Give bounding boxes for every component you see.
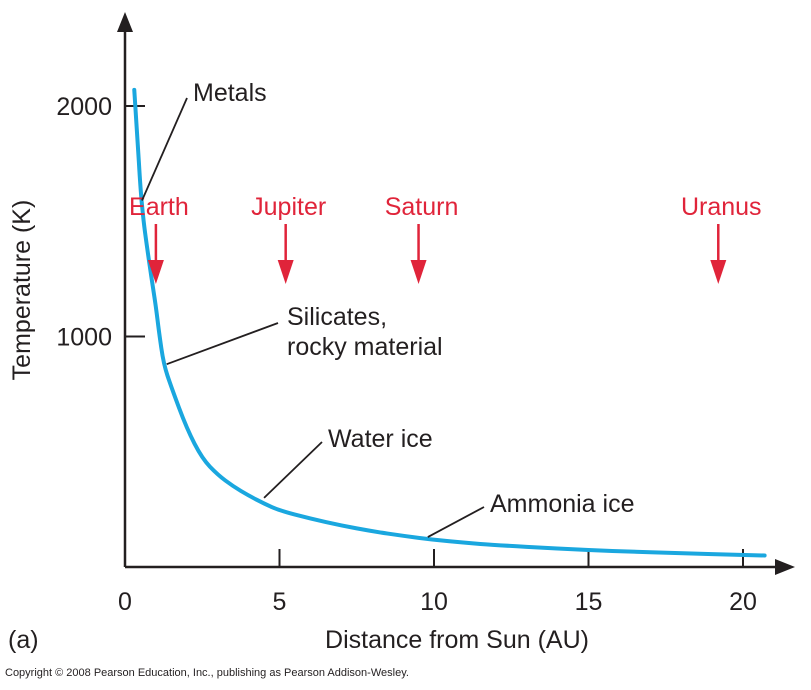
callout-label-metals: Metals	[193, 79, 267, 107]
planet-label-uranus: Uranus	[681, 193, 762, 221]
x-tick-label: 15	[575, 588, 603, 616]
planet-arrow-head-uranus	[710, 260, 727, 284]
callout-label-silicates: Silicates,	[287, 303, 387, 331]
callout-line-ammonia-ice	[427, 506, 485, 538]
y-tick-label: 1000	[56, 324, 112, 352]
x-tick-label: 5	[273, 588, 287, 616]
planet-arrow-head-saturn	[410, 260, 427, 284]
callout-label-water-ice: Water ice	[328, 425, 433, 453]
copyright-notice: Copyright © 2008 Pearson Education, Inc.…	[5, 667, 409, 679]
y-tick-label: 2000	[56, 93, 112, 121]
panel-label: (a)	[8, 626, 39, 654]
x-tick-label: 10	[420, 588, 448, 616]
planet-label-jupiter: Jupiter	[251, 193, 326, 221]
x-tick-label: 20	[729, 588, 757, 616]
x-axis-arrowhead	[775, 559, 795, 575]
x-axis-title: Distance from Sun (AU)	[325, 626, 589, 654]
y-axis-arrowhead	[117, 12, 133, 32]
callout-line-silicates	[166, 322, 279, 366]
planet-label-saturn: Saturn	[385, 193, 459, 221]
callout-line-water-ice	[263, 441, 323, 499]
callout-label-silicates: rocky material	[287, 333, 443, 361]
callout-label-ammonia-ice: Ammonia ice	[490, 490, 635, 518]
temperature-curve	[132, 87, 767, 558]
y-axis-title: Temperature (K)	[8, 200, 36, 381]
planet-arrow-head-earth	[147, 260, 164, 284]
callout-line-metals	[141, 97, 188, 201]
planet-arrow-head-jupiter	[277, 260, 294, 284]
planet-label-earth: Earth	[129, 193, 189, 221]
x-tick-label: 0	[118, 588, 132, 616]
